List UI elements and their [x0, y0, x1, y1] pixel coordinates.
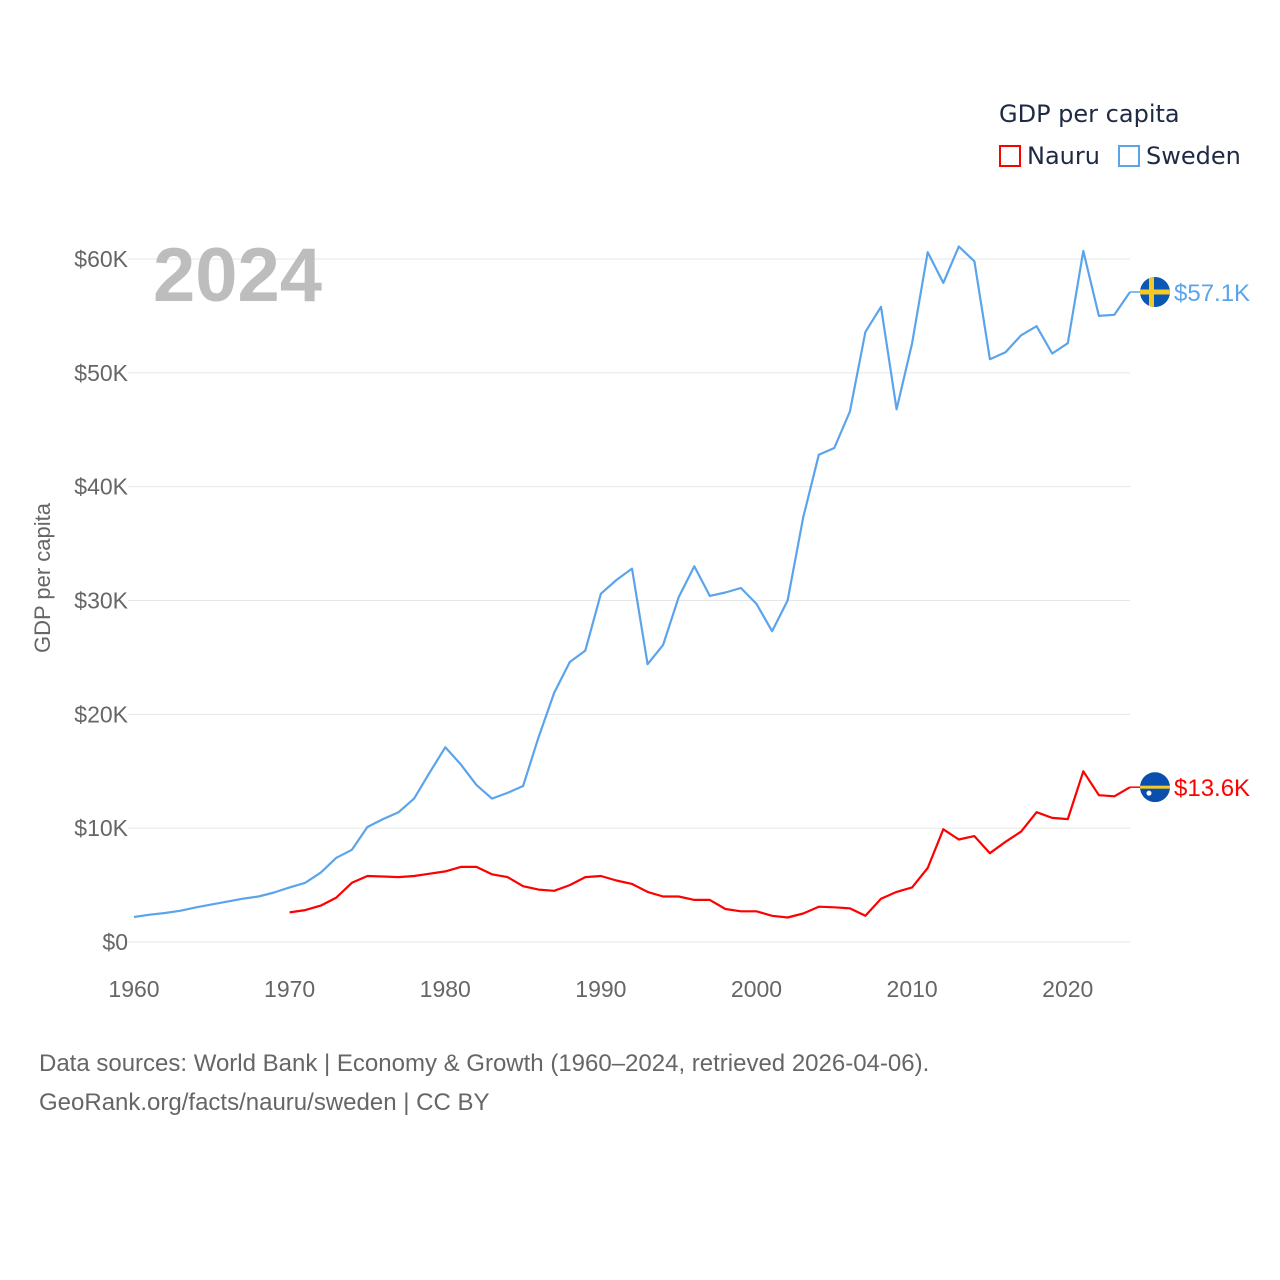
y-tick-label: $60K — [74, 246, 128, 272]
legend-swatch-sweden — [1117, 145, 1140, 167]
end-value-label-nauru: $13.6K — [1174, 775, 1250, 802]
legend-item-nauru[interactable]: Nauru — [999, 142, 1100, 170]
series-lines — [133, 245, 1131, 919]
attribution-link[interactable]: GeoRank.org/facts/nauru/sweden | CC BY — [39, 1089, 490, 1116]
legend-label: Sweden — [1145, 142, 1241, 170]
x-axis-ticks: 1960 1970 1980 1990 2000 2010 2020 — [108, 976, 1093, 1002]
x-tick-label: 1970 — [264, 976, 315, 1002]
gridlines — [128, 258, 1130, 943]
data-sources: Data sources: World Bank | Economy & Gro… — [39, 1050, 930, 1077]
legend-swatch-nauru — [999, 145, 1021, 167]
flag-stripe — [1140, 785, 1170, 789]
footer: Data sources: World Bank | Economy & Gro… — [39, 1044, 929, 1122]
legend-title: GDP per capita — [999, 100, 1180, 128]
x-tick-label: 2010 — [887, 976, 938, 1002]
y-axis-ticks: $0 $10K $20K $30K $40K $50K $60K — [74, 246, 128, 955]
end-labels: $13.6K $57.1K — [1130, 277, 1250, 803]
x-tick-label: 2000 — [731, 976, 782, 1002]
x-tick-label: 1980 — [420, 976, 471, 1002]
x-tick-label: 2020 — [1042, 976, 1093, 1002]
flag-body — [1140, 772, 1170, 803]
x-tick-label: 1960 — [108, 976, 159, 1002]
legend-item-sweden[interactable]: Sweden — [1117, 142, 1241, 170]
sweden-flag-icon — [1140, 277, 1170, 308]
legend-label: Nauru — [1027, 142, 1100, 170]
y-tick-label: $30K — [74, 588, 128, 614]
series-line-sweden — [133, 245, 1131, 919]
series-line-nauru — [289, 770, 1131, 919]
x-tick-label: 1990 — [575, 976, 626, 1002]
end-value-label-sweden: $57.1K — [1174, 280, 1250, 307]
flag-body — [1140, 277, 1170, 308]
y-tick-label: $10K — [74, 815, 128, 841]
flag-star — [1146, 790, 1152, 796]
y-tick-label: $50K — [74, 360, 128, 386]
y-axis-title: GDP per capita — [30, 502, 55, 653]
y-tick-label: $20K — [74, 701, 128, 727]
flag-cross-v — [1149, 277, 1154, 308]
legend: Nauru Sweden — [999, 142, 1259, 170]
current-year-label: 2024 — [153, 233, 322, 318]
y-tick-label: $40K — [74, 474, 128, 500]
nauru-flag-icon — [1140, 772, 1170, 803]
y-tick-label: $0 — [102, 929, 128, 955]
flag-cross-h — [1140, 289, 1170, 295]
